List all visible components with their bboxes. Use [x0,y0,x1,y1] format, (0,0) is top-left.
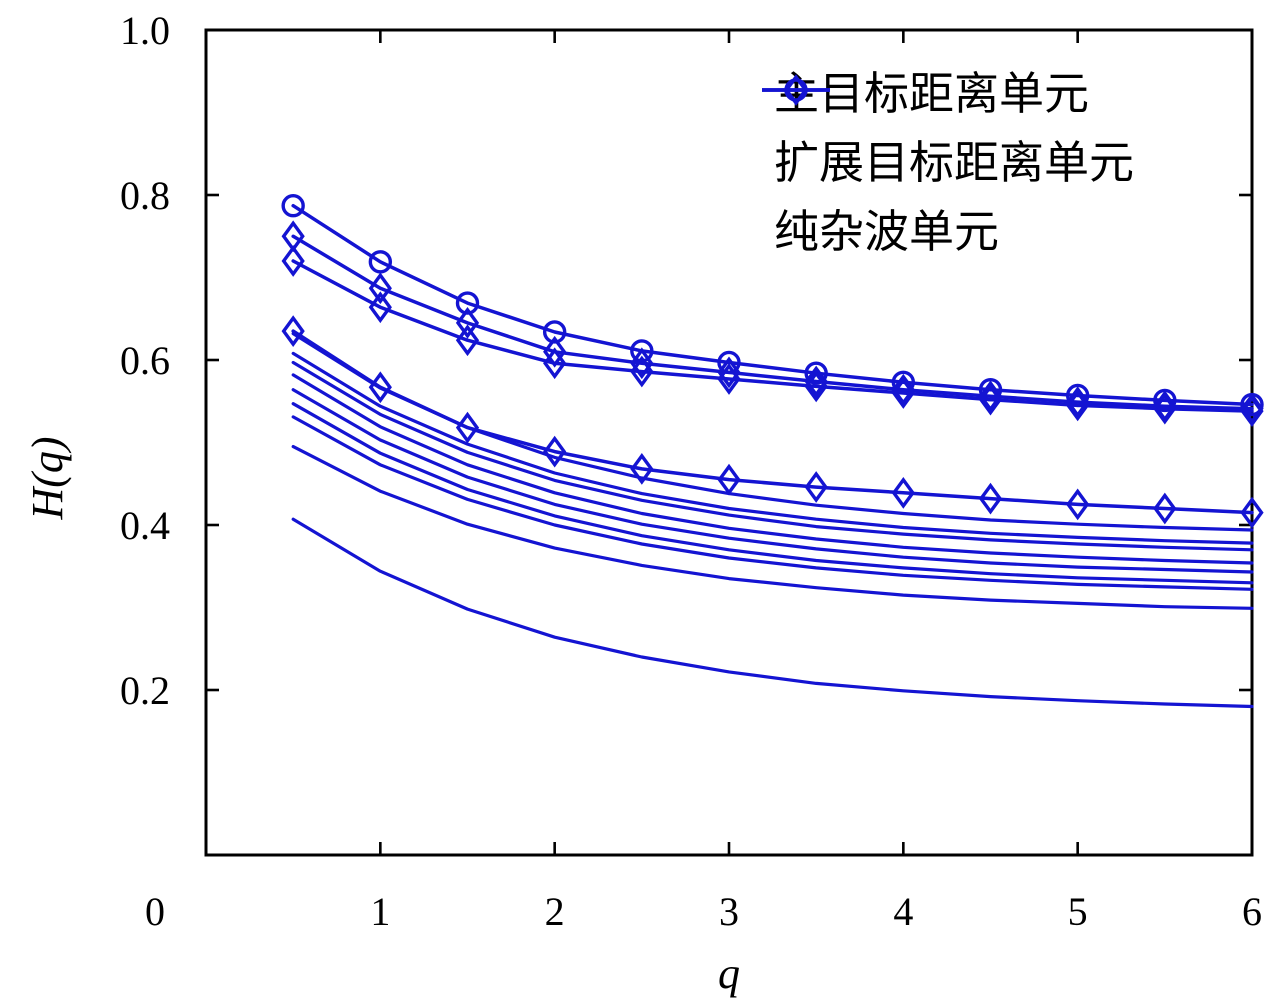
x-tick-label: 4 [893,889,913,934]
diamond-marker-icon [978,380,1003,413]
diamond-marker-icon [1153,492,1177,525]
series-line [291,329,1254,515]
diamond-marker-icon [630,347,654,380]
diamond-marker-icon [368,272,392,305]
diamond-marker-icon [804,365,828,398]
series-line [291,203,1254,407]
y-tick-label: 0.4 [120,503,170,548]
legend-entry-main-target: 主目标距离单元 [760,60,1134,129]
series-clutter-cell-2 [291,351,1254,545]
series-line [291,415,1254,591]
circle-marker-icon [368,250,393,274]
diamond-marker-icon [455,411,480,444]
x-tick-label: 1 [370,889,390,934]
series-line [291,373,1254,565]
series-clutter-cell-4 [291,373,1254,565]
legend: 主目标距离单元 扩展目标距离单元 纯杂波单元 [760,60,1134,267]
y-tick-label: 0.8 [120,173,170,218]
diamond-marker-icon [543,435,567,468]
series-line [291,517,1254,709]
circle-marker-icon [281,194,305,218]
diamond-marker-icon [543,347,567,380]
series-clutter-cell-3 [291,360,1254,552]
series-clutter-cell-8 [291,445,1254,610]
x-tick-label: 5 [1068,889,1088,934]
circle-marker-icon [455,291,480,315]
series-line [291,234,1254,411]
x-axis-label: q [718,949,740,998]
diamond-marker-icon [978,482,1003,515]
diamond-marker-icon [804,370,828,403]
y-tick-label: 0.6 [120,338,170,383]
series-clutter-cell-7 [291,415,1254,591]
legend-label: 纯杂波单元 [774,207,1000,257]
x-tick-label: 3 [719,889,739,934]
diamond-marker-icon [1153,392,1177,425]
plain-line-icon [762,88,830,92]
series-line [291,388,1254,574]
diamond-marker-icon [455,306,480,339]
x-tick-label: 0 [145,889,165,934]
diamond-marker-icon [281,245,305,277]
y-tick-label: 0.2 [120,668,170,713]
series-line [291,360,1254,552]
series-extended-target-range-cell-2 [281,245,1264,428]
diamond-marker-icon [978,383,1003,416]
diamond-marker-icon [630,355,654,388]
diamond-marker-icon [717,463,741,496]
x-tick-label: 6 [1242,889,1262,934]
series-clutter-cell-6 [291,402,1254,585]
series-extended-target-range-cell-3 [281,315,1264,529]
diamond-marker-icon [368,371,392,404]
legend-entry-extended-target: 扩展目标距离单元 [760,74,1135,198]
diamond-marker-icon [891,377,915,409]
x-tick-label: 2 [545,889,565,934]
series-line [291,259,1254,413]
diamond-marker-icon [891,476,915,509]
diamond-marker-icon [1066,488,1090,521]
diamond-marker-icon [1240,395,1264,428]
series-clutter-cell-5 [291,388,1254,574]
series-clutter-cell-9 [291,517,1254,709]
y-axis-label: H(q) [23,436,72,520]
diamond-marker-icon [1240,496,1264,529]
diamond-marker-icon [717,356,741,389]
diamond-marker-icon [455,324,480,357]
diamond-marker-icon [717,363,741,395]
series-line [291,445,1254,610]
diamond-marker-icon [784,74,808,106]
diamond-marker-icon [368,291,392,324]
diamond-marker-icon [804,471,828,503]
legend-label: 主目标距离单元 [774,69,1090,119]
diamond-marker-icon [1066,389,1090,422]
y-tick-label: 1.0 [120,8,170,53]
legend-entry-clutter: 纯杂波单元 [760,88,1134,267]
diamond-marker-icon [281,315,305,348]
series-line [291,402,1254,585]
legend-label: 扩展目标距离单元 [774,138,1135,188]
circle-marker-icon [542,320,567,344]
diamond-marker-icon [1066,386,1090,418]
diamond-marker-icon [891,373,915,406]
diamond-marker-icon [630,453,654,485]
series-line [291,351,1254,545]
